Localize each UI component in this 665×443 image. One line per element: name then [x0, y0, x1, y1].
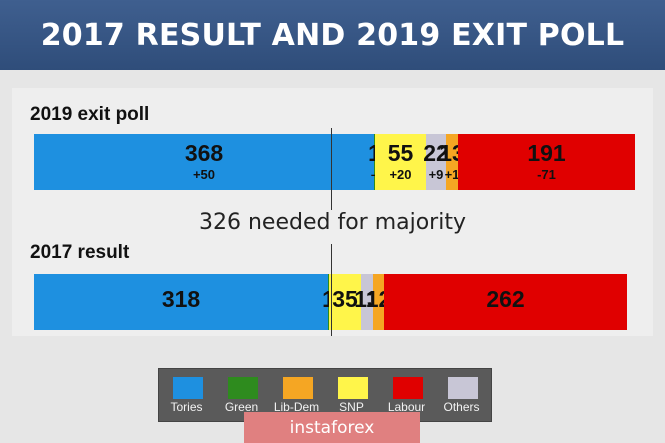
seat-count: 55 [387, 140, 414, 166]
segment-label: 22 +9 [416, 140, 456, 182]
legend-swatch [338, 377, 368, 399]
seat-change: +50 [192, 167, 216, 182]
result-2017-title: 2017 result [30, 242, 130, 263]
header: 2017 RESULT AND 2019 EXIT POLL [0, 0, 665, 70]
legend-label: Green [224, 400, 259, 414]
legend-swatch [173, 377, 203, 399]
legend-item-green: Green [214, 369, 269, 421]
bar-segment-tories: 368 +50 [34, 134, 374, 190]
legend-label: Labour [387, 400, 426, 414]
segment-label: 318 [34, 286, 328, 313]
bar-segment-labour: 191 -71 [458, 134, 635, 190]
bar-segment-labour: 262 [384, 274, 627, 330]
majority-line-lower [331, 244, 332, 336]
chart-title: 2017 RESULT AND 2019 EXIT POLL [40, 17, 625, 53]
legend-item-lib-dem: Lib-Dem [269, 369, 324, 421]
bar-segment-lib-dem: 13 +1 [439, 134, 465, 190]
seat-change: -71 [537, 167, 556, 182]
majority-line-upper [331, 128, 332, 210]
majority-label: 326 needed for majority [199, 210, 466, 235]
legend-label: Others [443, 400, 480, 414]
legend: Tories Green Lib-Dem SNP Labour Others [158, 368, 492, 422]
legend-swatch [283, 377, 313, 399]
exit-poll-title: 2019 exit poll [30, 104, 150, 125]
bar-segment-lib-dem: 12 [366, 274, 391, 330]
legend-label: Lib-Dem [273, 400, 320, 414]
seat-count: 368 [184, 140, 224, 166]
seat-count: 191 [527, 140, 566, 166]
seat-count: 262 [486, 286, 525, 312]
result-2017-bar: 3181351312262 [34, 274, 635, 330]
segment-label: 35 [329, 286, 361, 313]
legend-swatch [393, 377, 423, 399]
seat-count: 35 [332, 286, 358, 312]
seat-count: 22 [423, 140, 449, 166]
bar-segment-others: 22 +9 [423, 134, 449, 190]
legend-item-others: Others [434, 369, 489, 421]
seat-change: +1 [444, 167, 460, 182]
watermark-text: instaforex [289, 417, 375, 438]
bar-segment-snp: 55 +20 [375, 134, 426, 190]
legend-item-tories: Tories [159, 369, 214, 421]
legend-label: Tories [170, 400, 203, 414]
legend-swatch [448, 377, 478, 399]
seat-change: +9 [428, 167, 444, 182]
legend-item-labour: Labour [379, 369, 434, 421]
legend-label: SNP [339, 400, 364, 414]
seat-count: 318 [161, 286, 201, 312]
watermark: instaforex [244, 412, 420, 443]
legend-item-snp: SNP [324, 369, 379, 421]
segment-label: 262 [384, 286, 627, 313]
segment-label: 55 +20 [375, 140, 426, 182]
segment-label: 368 +50 [34, 140, 374, 182]
bar-segment-snp: 35 [329, 274, 361, 330]
segment-label: 191 -71 [458, 140, 635, 182]
seat-change: +20 [389, 167, 412, 182]
bar-segment-tories: 318 [34, 274, 328, 330]
legend-swatch [228, 377, 258, 399]
seat-change: – [364, 167, 385, 182]
